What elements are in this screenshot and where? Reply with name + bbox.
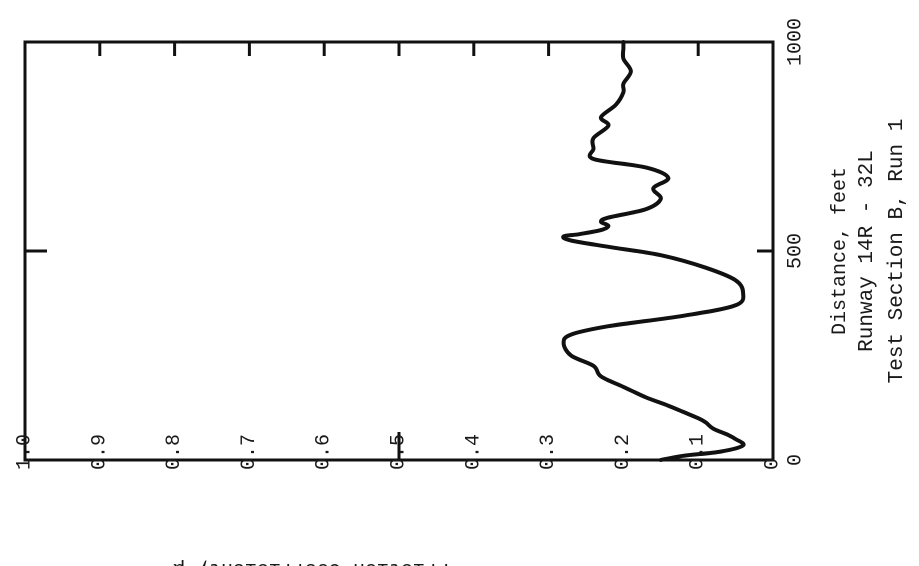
friction-tick-label: 0.7 [238,434,261,470]
distance-tick-label: 500 [785,233,808,269]
axis-ticks [25,42,773,460]
friction-tick-label: 0.6 [313,434,336,470]
friction-tick-label: 0.1 [687,434,710,470]
friction-tick-label: 0.2 [612,434,635,470]
friction-tick-label: 0.9 [88,434,111,470]
distance-tick-label: 1000 [785,18,808,66]
caption-line-2: Test Section B, Run 1 [886,119,909,384]
friction-tick-label: 0 [762,458,785,470]
distance-tick-label: 0 [785,454,808,466]
friction-tick-label: 1.0 [14,434,37,470]
friction-tick-label: 0.4 [462,434,485,470]
friction-tick-label: 0.8 [163,434,186,470]
series-line [561,40,746,462]
y-axis-title: Friction Coefficient, μ [173,557,449,566]
plot-frame [23,40,775,462]
tick-labels: 0 0.1 0.2 0.3 0.4 0.5 0.6 0.7 0.8 0.9 1.0 0 500 1000 [14,18,808,470]
friction-tick-label: 0.3 [537,434,560,470]
friction-tick-label: 0.5 [388,434,411,470]
x-axis-title: Distance, feet [829,167,852,335]
caption-line-1: Runway 14R - 32L [856,150,879,352]
